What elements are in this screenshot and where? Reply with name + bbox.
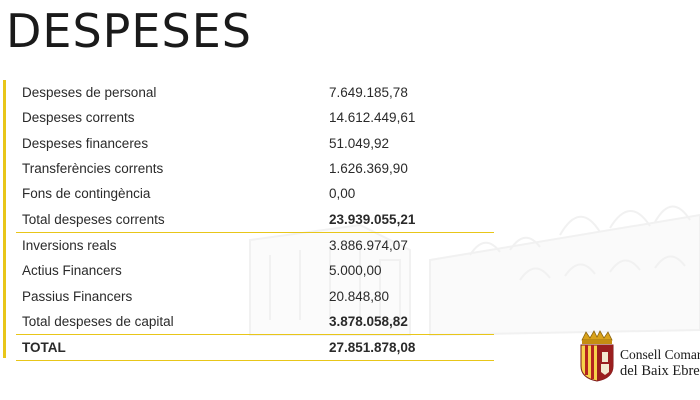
accent-bar <box>3 80 6 358</box>
row-label: TOTAL <box>22 340 66 356</box>
row-label: Total despeses de capital <box>22 313 174 329</box>
coat-of-arms-icon <box>580 330 614 382</box>
subtotal-row-capital: Total despeses de capital 3.878.058,82 <box>16 309 494 335</box>
row-value: 3.886.974,07 <box>329 237 408 253</box>
row-value: 14.612.449,61 <box>329 110 416 126</box>
subtotal-row-current: Total despeses corrents 23.939.055,21 <box>16 206 494 233</box>
row-label: Despeses de personal <box>22 85 157 101</box>
row-value: 3.878.058,82 <box>329 313 408 329</box>
council-logo: Consell Comarcal del Baix Ebre <box>578 330 700 382</box>
logo-line-2: del Baix Ebre <box>620 363 700 379</box>
row-label: Passius Financers <box>22 288 133 304</box>
page-title: DESPESES <box>6 4 252 58</box>
row-value: 51.049,92 <box>329 135 390 151</box>
row-label: Despeses financeres <box>22 135 149 151</box>
row-value: 0,00 <box>329 186 356 202</box>
row-label: Despeses corrents <box>22 110 135 126</box>
row-label: Transferències corrents <box>22 161 164 177</box>
row-label: Actius Financers <box>22 263 122 279</box>
row-value: 5.000,00 <box>329 263 382 279</box>
row-value: 7.649.185,78 <box>329 85 408 101</box>
row-value: 27.851.878,08 <box>329 340 416 356</box>
row-value: 23.939.055,21 <box>329 211 416 227</box>
logo-text: Consell Comarcal del Baix Ebre <box>620 346 700 380</box>
table-row: Despeses financeres 51.049,92 <box>16 131 494 156</box>
row-value: 20.848,80 <box>329 288 390 304</box>
expenses-table: Despeses de personal 7.649.185,78 Despes… <box>16 80 494 362</box>
row-value: 1.626.369,90 <box>329 161 408 177</box>
table-row: Despeses de personal 7.649.185,78 <box>16 80 494 105</box>
table-row: Actius Financers 5.000,00 <box>16 258 494 283</box>
row-label: Inversions reals <box>22 237 117 253</box>
logo-line-1: Consell Comarcal <box>620 347 700 362</box>
table-row: Transferències corrents 1.626.369,90 <box>16 156 494 181</box>
table-row: Fons de contingència 0,00 <box>16 181 494 206</box>
table-row: Passius Financers 20.848,80 <box>16 283 494 308</box>
table-row: Despeses corrents 14.612.449,61 <box>16 105 494 130</box>
row-label: Total despeses corrents <box>22 211 165 227</box>
total-row: TOTAL 27.851.878,08 <box>16 335 494 362</box>
table-row: Inversions reals 3.886.974,07 <box>16 233 494 258</box>
row-label: Fons de contingència <box>22 186 151 202</box>
